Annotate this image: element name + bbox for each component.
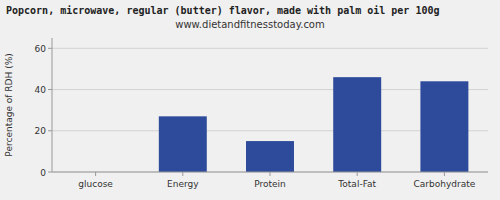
bar xyxy=(159,116,207,172)
y-tick xyxy=(48,172,52,173)
y-tick xyxy=(48,48,52,49)
y-tick xyxy=(48,89,52,90)
y-tick-label: 40 xyxy=(35,85,47,95)
grid-line xyxy=(52,48,488,49)
subtitle: www.dietandfitnesstoday.com xyxy=(175,19,324,30)
y-tick-label: 60 xyxy=(35,44,47,54)
bar xyxy=(333,77,381,172)
x-tick xyxy=(182,172,183,176)
y-axis-line xyxy=(52,38,53,172)
title: Popcorn, microwave, regular (butter) fla… xyxy=(6,5,439,16)
y-axis: 0 20 40 60 xyxy=(35,44,488,178)
x-tick xyxy=(95,172,96,176)
bars xyxy=(159,77,469,172)
y-tick-label: 20 xyxy=(35,126,47,136)
x-tick xyxy=(444,172,445,176)
x-tick xyxy=(357,172,358,176)
x-tick-label: Protein xyxy=(254,179,286,189)
x-tick-label: glucose xyxy=(78,179,113,189)
chart-container: Popcorn, microwave, regular (butter) fla… xyxy=(0,0,500,200)
y-axis-label: Percentage of RDH (%) xyxy=(4,53,14,156)
y-tick-label: 0 xyxy=(40,168,46,178)
bar xyxy=(420,81,468,172)
chart-svg: Popcorn, microwave, regular (butter) fla… xyxy=(0,0,500,200)
x-tick-label: Carbohydrate xyxy=(414,179,476,189)
x-tick-label: Energy xyxy=(167,179,199,189)
x-tick-label: Total-Fat xyxy=(337,179,376,189)
bar xyxy=(246,141,294,172)
y-tick xyxy=(48,130,52,131)
x-axis: glucose Energy Protein Total-Fat Carbohydrat… xyxy=(78,172,475,189)
x-tick xyxy=(270,172,271,176)
